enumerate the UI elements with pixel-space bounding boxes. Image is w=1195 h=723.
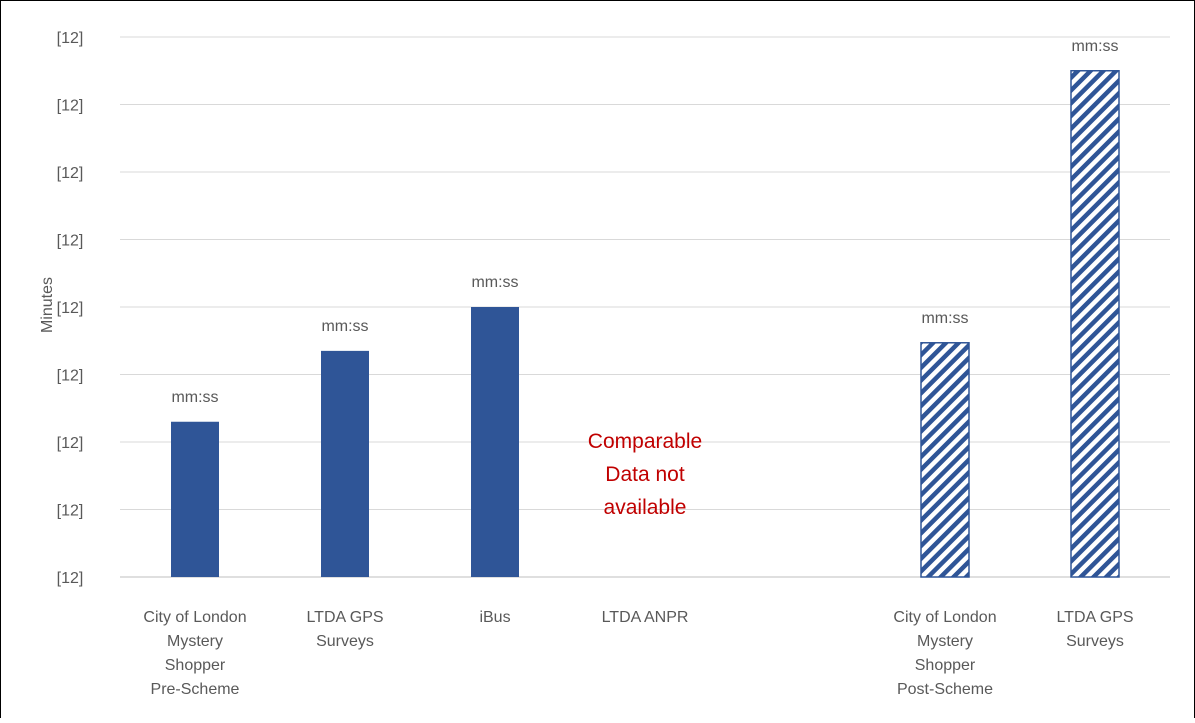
annotation: Comparable Data not available [588, 430, 702, 519]
y-tick-label: [12] [57, 435, 84, 452]
x-tick-label: LTDA ANPR [602, 609, 689, 626]
y-tick-label: [12] [57, 233, 84, 250]
x-tick-label: LTDA GPS Surveys [1056, 609, 1133, 650]
data-label: mm:ss [321, 318, 368, 335]
bar [920, 342, 970, 578]
bar [1070, 70, 1120, 578]
bar [321, 350, 369, 577]
y-tick-label: [12] [57, 30, 84, 47]
x-tick-label: LTDA GPS Surveys [306, 609, 383, 650]
y-tick-label: [12] [57, 503, 84, 520]
y-tick-label: [12] [57, 165, 84, 182]
x-tick-label: iBus [479, 609, 510, 626]
bar [471, 307, 519, 577]
y-tick-label: [12] [57, 98, 84, 115]
y-tick-label: [12] [57, 570, 84, 587]
y-tick-label: [12] [57, 368, 84, 385]
y-axis-label: Minutes [39, 277, 56, 333]
x-tick-label: City of London Mystery Shopper Pre-Scheme [143, 609, 246, 698]
x-tick-label: City of London Mystery Shopper Post-Scheme [893, 609, 996, 698]
data-label: mm:ss [921, 310, 968, 327]
bar [171, 421, 219, 577]
data-label: mm:ss [171, 389, 218, 406]
data-label: mm:ss [1071, 38, 1118, 55]
data-label: mm:ss [471, 274, 518, 291]
y-tick-label: [12] [57, 300, 84, 317]
